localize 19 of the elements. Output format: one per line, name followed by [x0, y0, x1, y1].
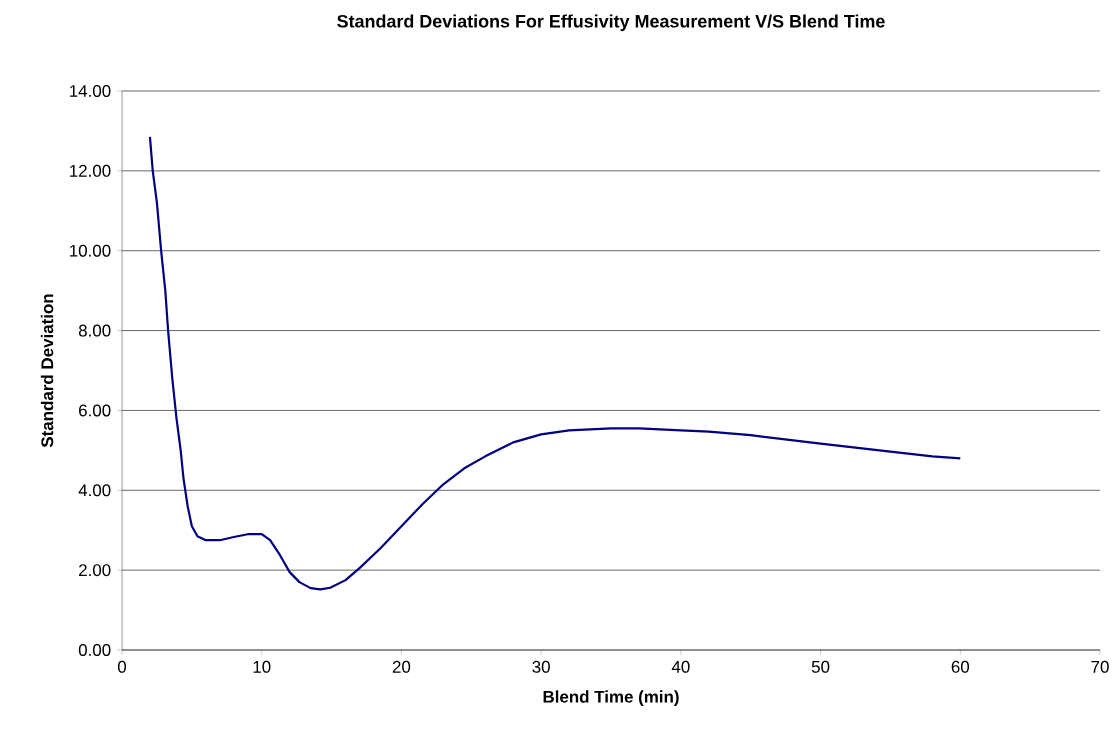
x-tick-label: 40: [671, 660, 690, 673]
x-tick-label: 0: [117, 660, 127, 673]
y-tick-label: 14.00: [70, 84, 111, 97]
y-tick-label: 10.00: [70, 244, 111, 257]
y-tick-label: 6.00: [79, 404, 111, 417]
y-tick-label: 8.00: [78, 324, 111, 337]
y-tick-label: 0.00: [78, 644, 111, 656]
y-tick-label: 2.00: [79, 564, 111, 577]
y-axis-title: Standard Deviation: [40, 294, 54, 448]
x-tick-label: 10: [253, 660, 271, 673]
x-tick-label: 60: [951, 660, 970, 673]
y-tick-label: 4.00: [78, 484, 111, 497]
x-tick-label: 70: [1091, 660, 1109, 673]
x-axis-title: Blend Time (min): [543, 690, 679, 707]
y-tick-label: 12.00: [70, 164, 111, 177]
x-tick-label: 30: [532, 660, 550, 673]
x-tick-label: 50: [811, 660, 830, 673]
x-tick-label: 20: [392, 660, 411, 673]
chart-title: Standard Deviations For Effusivity Measurement V/S Blend Time: [337, 14, 885, 32]
